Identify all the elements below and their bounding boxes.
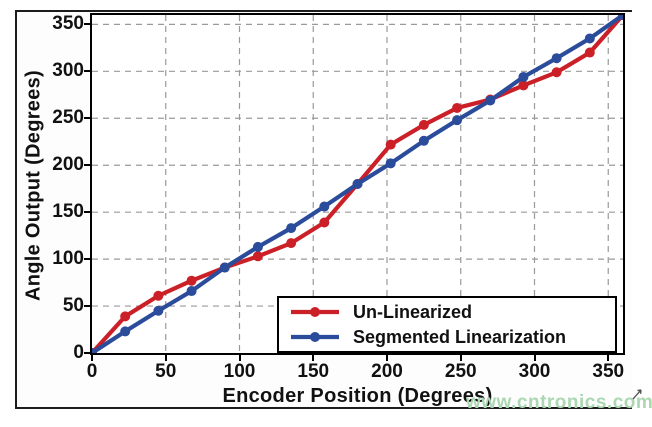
data-point — [219, 262, 230, 273]
data-point — [120, 326, 131, 337]
data-point — [92, 348, 97, 353]
x-tick-mark — [607, 355, 610, 361]
data-point — [418, 119, 429, 130]
data-point — [186, 275, 197, 286]
data-point — [120, 311, 131, 322]
watermark-text: www.cntronics.com — [466, 392, 652, 413]
x-tick-label: 350 — [592, 361, 625, 382]
data-point — [551, 67, 562, 78]
y-tick-label: 200 — [52, 154, 84, 176]
data-point — [584, 47, 595, 58]
data-point — [252, 241, 263, 252]
data-point — [518, 71, 529, 82]
legend-marker-0 — [291, 307, 339, 317]
y-tick-mark — [84, 258, 90, 261]
x-tick-label: 50 — [155, 361, 177, 382]
data-point — [551, 53, 562, 64]
data-point — [452, 102, 463, 113]
data-point — [286, 223, 297, 234]
data-point — [518, 80, 529, 91]
data-point — [385, 158, 396, 169]
data-point — [485, 95, 496, 106]
y-tick-label: 50 — [62, 295, 84, 317]
y-tick-mark — [84, 164, 90, 167]
x-tick-label: 200 — [371, 361, 403, 382]
mouse-cursor-icon — [632, 389, 642, 400]
y-tick-mark — [84, 117, 90, 120]
legend-dot — [310, 307, 320, 317]
x-tick-mark — [312, 355, 315, 361]
data-point — [186, 286, 197, 297]
data-point — [153, 290, 164, 301]
y-tick-mark — [84, 305, 90, 308]
legend-item-1: Segmented Linearization — [289, 326, 615, 348]
x-tick-mark — [386, 355, 388, 361]
data-point — [252, 251, 263, 262]
data-point — [153, 305, 164, 316]
legend: Un-Linearized Segmented Linearization — [277, 296, 617, 353]
data-point — [618, 15, 623, 20]
x-tick-label: 100 — [223, 361, 256, 382]
legend-label-1: Segmented Linearization — [353, 326, 567, 347]
y-tick-label: 300 — [52, 60, 84, 82]
data-point — [352, 179, 363, 189]
x-tick-mark — [91, 355, 93, 361]
x-tick-mark — [533, 355, 536, 361]
data-point — [319, 217, 330, 228]
x-axis-title: Encoder Position (Degrees) — [222, 385, 493, 407]
x-tick-mark — [164, 355, 167, 361]
x-tick-label: 150 — [297, 361, 330, 382]
y-tick-mark — [84, 352, 90, 354]
legend-marker-1 — [291, 332, 339, 342]
data-point — [418, 135, 429, 146]
data-point — [319, 201, 330, 212]
data-point — [452, 115, 463, 126]
x-tick-label: 0 — [86, 361, 98, 382]
y-tick-label: 100 — [52, 248, 84, 270]
y-tick-mark — [84, 211, 90, 214]
legend-item-0: Un-Linearized — [289, 301, 615, 323]
data-point — [385, 139, 396, 150]
y-tick-mark — [84, 23, 90, 26]
legend-label-0: Un-Linearized — [353, 301, 473, 322]
x-tick-mark — [459, 355, 462, 361]
y-tick-label: 350 — [52, 13, 84, 35]
data-point — [584, 33, 595, 44]
data-point — [286, 238, 297, 249]
y-tick-label: 150 — [52, 201, 84, 223]
x-tick-mark — [238, 355, 241, 361]
y-tick-label: 250 — [52, 107, 84, 129]
x-tick-label: 300 — [518, 361, 551, 382]
x-tick-label: 250 — [444, 361, 477, 382]
y-tick-label: 0 — [73, 342, 84, 363]
legend-dot — [310, 332, 320, 342]
y-tick-mark — [84, 70, 90, 73]
y-axis-title: Angle Output (Degrees) — [22, 69, 45, 302]
